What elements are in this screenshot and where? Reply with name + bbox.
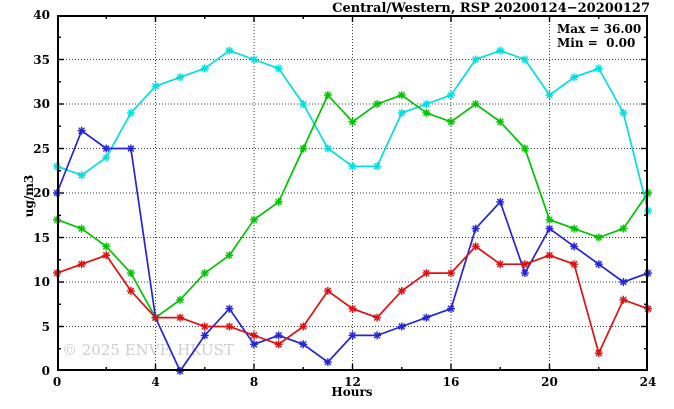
y-tick-label: 5 [41,319,50,334]
y-tick-label: 35 [33,52,50,67]
plot-frame [57,15,648,371]
chart-title: Central/Western, RSP 20200124−20200127 [332,1,650,16]
x-tick-label: 8 [249,375,259,389]
grid-lines [57,15,648,371]
red-series-markers [53,242,652,358]
x-tick-label: 4 [151,375,160,389]
x-tick-label: 12 [344,375,361,389]
y-tick-label: 10 [33,275,50,289]
x-tick-label: 16 [442,375,460,389]
max-value-label: Max = 36.00 [557,22,642,36]
green-series-markers [53,91,652,322]
green-series [53,91,652,322]
y-tick-label: 0 [41,364,50,378]
x-tick-label: 20 [541,375,558,389]
y-tick-label: 20 [33,186,50,200]
y-tick-label: 25 [33,141,50,156]
min-value-label: Min = 0.00 [557,36,636,50]
cyan-series [53,46,652,215]
red-series [53,242,652,358]
y-tick-label: 30 [33,97,50,111]
y-tick-label: 15 [33,230,50,245]
x-tick-label: 24 [639,375,657,389]
max-min-annotation: Max = 36.00 Min = 0.00 [557,22,641,50]
x-axis-title: Hours [331,385,373,399]
x-tick-label: 0 [52,375,62,389]
y-tick-label: 40 [33,8,50,22]
plot-area [53,15,652,375]
